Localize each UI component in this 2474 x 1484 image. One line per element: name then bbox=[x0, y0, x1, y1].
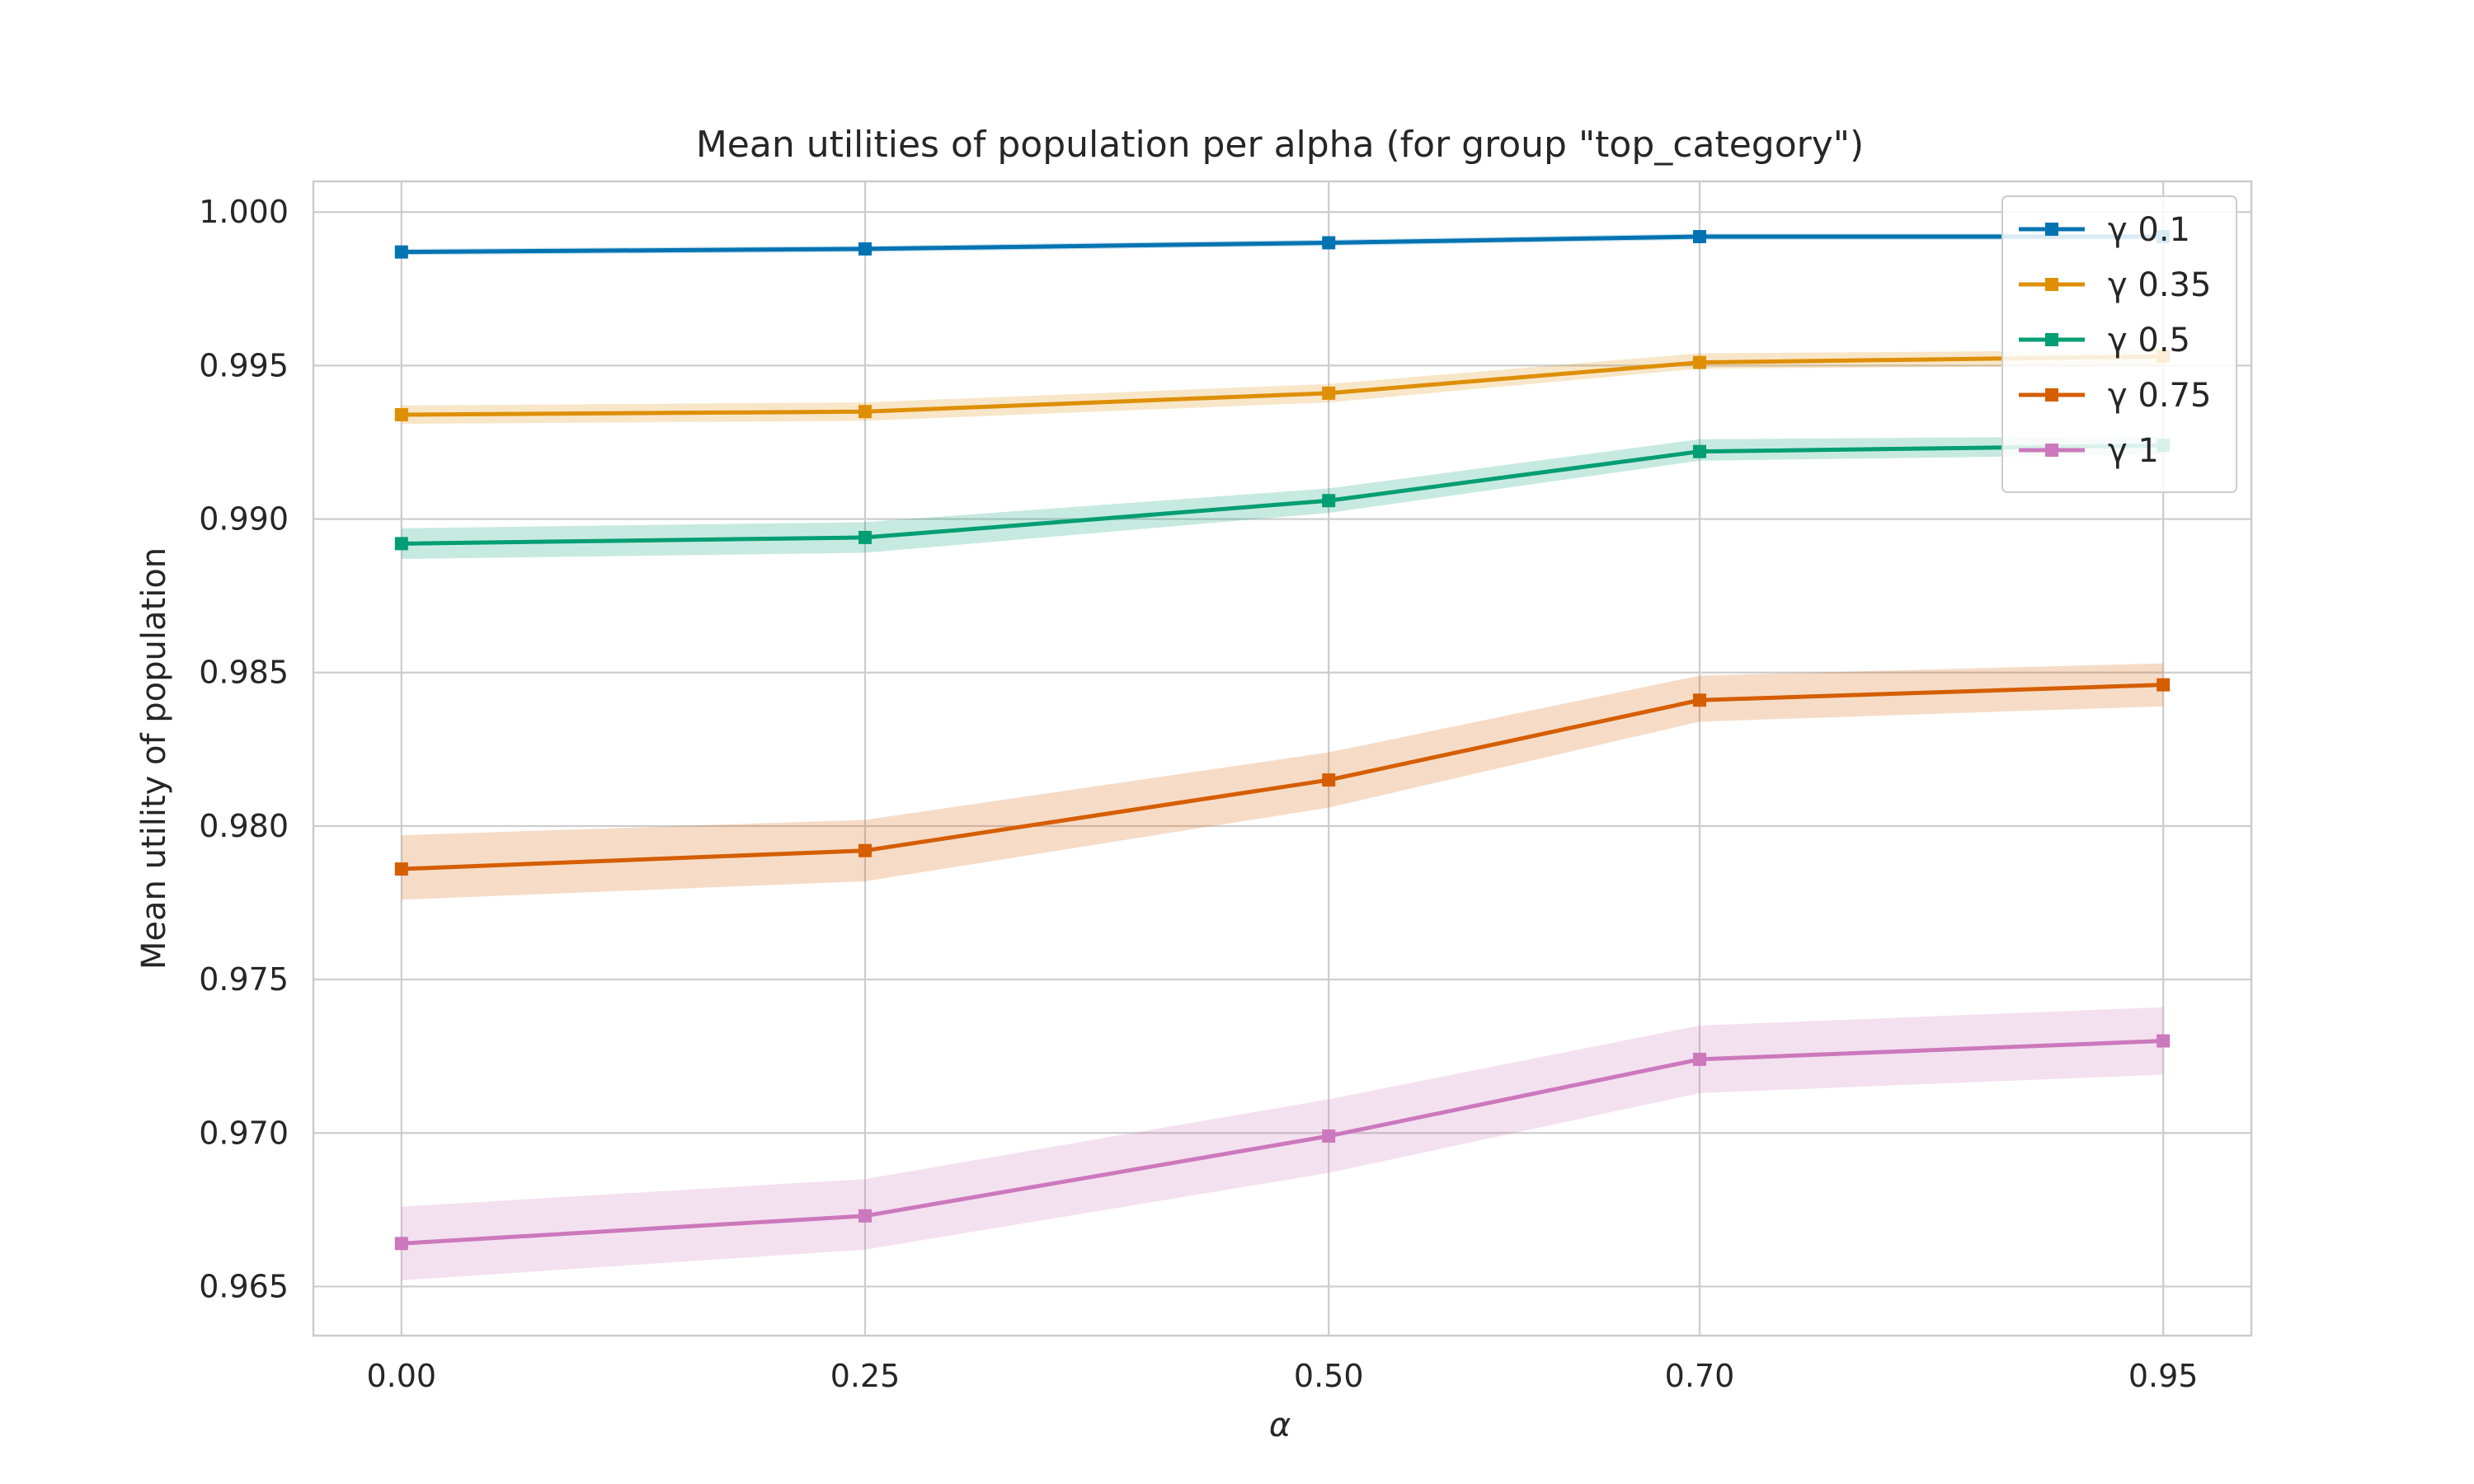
series-markers bbox=[394, 230, 2171, 1251]
y-tick-label: 0.990 bbox=[199, 501, 289, 538]
data-point bbox=[1322, 1129, 1336, 1143]
data-point bbox=[2157, 678, 2171, 692]
data-point bbox=[1692, 693, 1706, 707]
legend-marker bbox=[2045, 388, 2058, 402]
y-tick-label: 0.985 bbox=[199, 655, 289, 691]
data-point bbox=[1322, 773, 1336, 787]
legend-marker bbox=[2045, 223, 2058, 236]
legend-marker bbox=[2045, 444, 2058, 457]
series-band bbox=[401, 350, 2164, 425]
grid bbox=[313, 181, 2251, 1336]
data-point bbox=[394, 537, 408, 551]
legend-box bbox=[2001, 195, 2237, 493]
legend-label: γ 1 bbox=[2108, 432, 2159, 470]
plot-frame bbox=[312, 180, 2253, 1337]
legend-label: γ 0.35 bbox=[2108, 266, 2211, 304]
legend-marker bbox=[2045, 333, 2058, 346]
legend-label: γ 0.1 bbox=[2108, 211, 2190, 249]
data-point bbox=[1692, 1052, 1706, 1066]
data-point bbox=[858, 405, 872, 419]
data-point bbox=[1692, 355, 1706, 369]
data-point bbox=[1322, 386, 1336, 400]
data-point bbox=[858, 242, 872, 256]
series-band bbox=[401, 663, 2164, 900]
x-tick-label: 0.70 bbox=[1665, 1358, 1735, 1394]
legend-label: γ 0.5 bbox=[2108, 322, 2190, 359]
data-point bbox=[2157, 1034, 2171, 1048]
y-tick-label: 0.980 bbox=[199, 808, 289, 844]
confidence-bands bbox=[401, 233, 2164, 1280]
x-tick-labels: 0.00 0.25 0.50 0.70 0.95 bbox=[367, 1358, 2199, 1394]
y-tick-label: 0.975 bbox=[199, 961, 289, 998]
data-point bbox=[858, 843, 872, 857]
data-point bbox=[1322, 236, 1336, 250]
y-tick-label: 0.970 bbox=[199, 1115, 289, 1151]
data-point bbox=[1322, 494, 1336, 508]
data-point bbox=[858, 1209, 872, 1223]
data-point bbox=[858, 530, 872, 544]
data-point bbox=[1692, 444, 1706, 458]
x-tick-label: 0.25 bbox=[830, 1358, 901, 1394]
legend-label: γ 0.75 bbox=[2108, 377, 2211, 415]
data-point bbox=[1692, 230, 1706, 244]
series-band bbox=[401, 436, 2164, 559]
legend-marker bbox=[2045, 278, 2058, 291]
y-tick-label: 0.995 bbox=[199, 347, 289, 383]
data-point bbox=[394, 862, 408, 876]
y-tick-label: 0.965 bbox=[199, 1268, 289, 1304]
y-axis-label: Mean utility of population bbox=[135, 547, 173, 970]
data-point bbox=[394, 245, 408, 259]
y-tick-labels: 0.965 0.970 0.975 0.980 0.985 0.990 0.995 1.000 bbox=[199, 194, 289, 1304]
x-tick-label: 0.95 bbox=[2128, 1358, 2199, 1394]
data-point bbox=[394, 407, 408, 421]
data-point bbox=[394, 1237, 408, 1251]
chart-title: Mean utilities of population per alpha (… bbox=[696, 124, 1864, 166]
legend: γ 0.1 γ 0.35 γ 0.5 γ 0.75 γ 1 bbox=[2001, 195, 2237, 493]
y-tick-label: 1.000 bbox=[199, 194, 289, 230]
x-axis-label: α bbox=[1269, 1407, 1291, 1444]
x-tick-label: 0.50 bbox=[1294, 1358, 1364, 1394]
x-tick-label: 0.00 bbox=[367, 1358, 437, 1394]
